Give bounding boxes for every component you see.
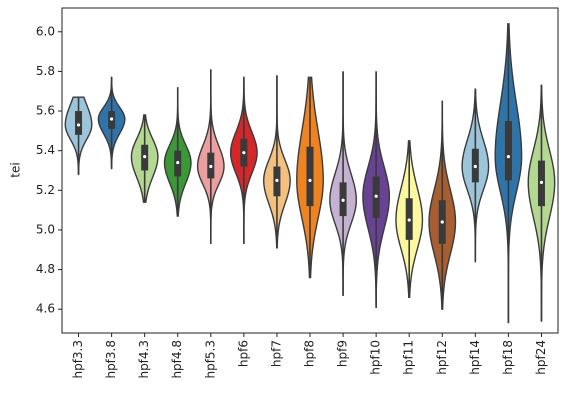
x-tick-label: hpf14 [468,340,482,375]
median-dot [275,178,279,183]
x-tick-label: hpf18 [501,340,515,375]
median-dot [76,123,81,127]
box [306,146,314,207]
median-dot [341,198,345,202]
x-tick-label: hpf24 [534,340,548,375]
x-tick-label: hpf4.3 [137,340,151,379]
median-dot [143,155,147,159]
median-dot [539,180,544,184]
x-tick-label: hpf12 [435,340,449,375]
median-dot [473,164,477,169]
y-tick-label: 5.6 [36,104,55,118]
y-axis-label: tei [9,162,23,177]
x-tick-label: hpf4.8 [170,340,184,379]
median-dot [506,155,510,159]
median-dot [308,178,312,183]
y-tick-label: 4.8 [36,262,55,276]
box [75,111,83,135]
median-dot [110,117,114,121]
y-tick-label: 5.4 [36,143,55,157]
x-tick-label: hpf8 [303,340,317,367]
median-dot [374,194,378,198]
median-dot [209,164,213,169]
median-dot [440,220,444,224]
y-tick-label: 5.8 [36,64,55,78]
x-tick-label: hpf6 [236,340,250,367]
median-dot [407,218,411,222]
x-tick-label: hpf5.3 [203,340,217,379]
y-tick-label: 6.0 [36,24,55,38]
y-tick-label: 4.6 [36,302,55,316]
x-tick-label: hpf10 [369,340,383,375]
median-dot [242,151,246,155]
x-tick-label: hpf9 [336,340,350,367]
x-tick-label: hpf3.3 [71,340,85,379]
median-dot [176,160,180,165]
x-tick-label: hpf7 [269,340,283,367]
x-tick-label: hpf3.8 [104,340,118,379]
x-tick-label: hpf11 [402,340,416,375]
y-tick-label: 5.2 [36,183,55,197]
y-tick-label: 5.0 [36,222,55,236]
plot-frame [61,7,559,334]
box [504,120,512,181]
